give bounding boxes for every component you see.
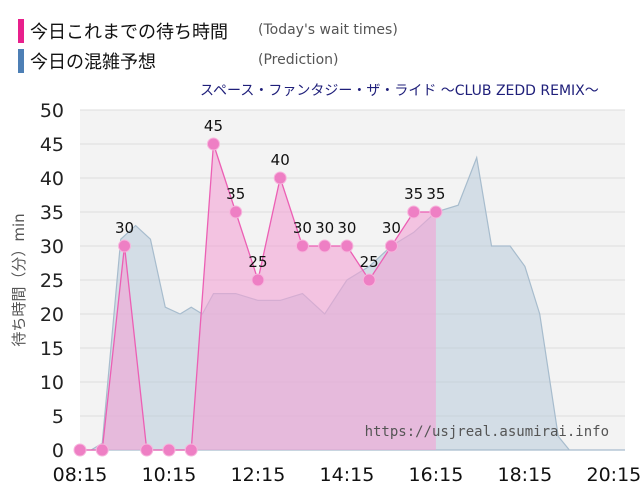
actual-point [340,239,354,253]
legend-prediction-sub: (Prediction) [258,52,339,68]
y-tick-label: 5 [52,406,64,428]
y-tick-label: 30 [40,236,64,258]
x-tick-label: 12:15 [231,464,286,486]
x-tick-label: 16:15 [409,464,464,486]
data-label: 25 [248,253,267,271]
y-tick-label: 25 [40,270,64,292]
legend-prediction-label: 今日の混雑予想 [30,52,156,73]
y-tick-label: 0 [52,440,64,462]
watermark-text: https://usjreal.asumirai.info [365,424,609,440]
actual-point [429,205,443,219]
actual-point [384,239,398,253]
actual-point [184,443,198,457]
x-tick-label: 18:15 [498,464,553,486]
y-tick-label: 10 [40,372,64,394]
legend-prediction-swatch [18,49,24,73]
actual-point [407,205,421,219]
data-label: 30 [382,219,401,237]
chart-title: スペース・ファンタジー・ザ・ライド ～CLUB ZEDD REMIX～ [200,83,599,99]
y-axis-label: 待ち時間（分）min [10,213,28,346]
data-label: 25 [360,253,379,271]
x-tick-label: 14:15 [320,464,375,486]
actual-point [251,273,265,287]
actual-point [140,443,154,457]
y-tick-label: 45 [40,134,64,156]
legend-actual-sub: (Today's wait times) [258,22,398,38]
x-tick-label: 10:15 [142,464,197,486]
data-label: 35 [426,185,445,203]
data-label: 30 [337,219,356,237]
data-label: 35 [226,185,245,203]
y-tick-label: 35 [40,202,64,224]
actual-area [80,144,436,450]
data-label: 30 [115,219,134,237]
actual-point [229,205,243,219]
legend-actual-label: 今日これまでの待ち時間 [30,22,228,43]
legend-actual-swatch [18,19,24,43]
legend-actual: 今日これまでの待ち時間 [18,18,228,44]
actual-point [95,443,109,457]
data-label: 40 [271,151,290,169]
data-label: 30 [315,219,334,237]
y-tick-label: 20 [40,304,64,326]
data-label: 30 [293,219,312,237]
x-tick-label: 20:15 [586,464,640,486]
x-tick-label: 08:15 [53,464,108,486]
y-tick-label: 40 [40,168,64,190]
actual-point [206,137,220,151]
legend-prediction: 今日の混雑予想 [18,48,156,74]
actual-point [162,443,176,457]
actual-point [273,171,287,185]
data-label: 45 [204,117,223,135]
data-label: 35 [404,185,423,203]
actual-point [318,239,332,253]
actual-point [295,239,309,253]
y-tick-label: 15 [40,338,64,360]
actual-point [362,273,376,287]
actual-point [117,239,131,253]
actual-point [73,443,87,457]
y-tick-label: 50 [40,100,64,122]
